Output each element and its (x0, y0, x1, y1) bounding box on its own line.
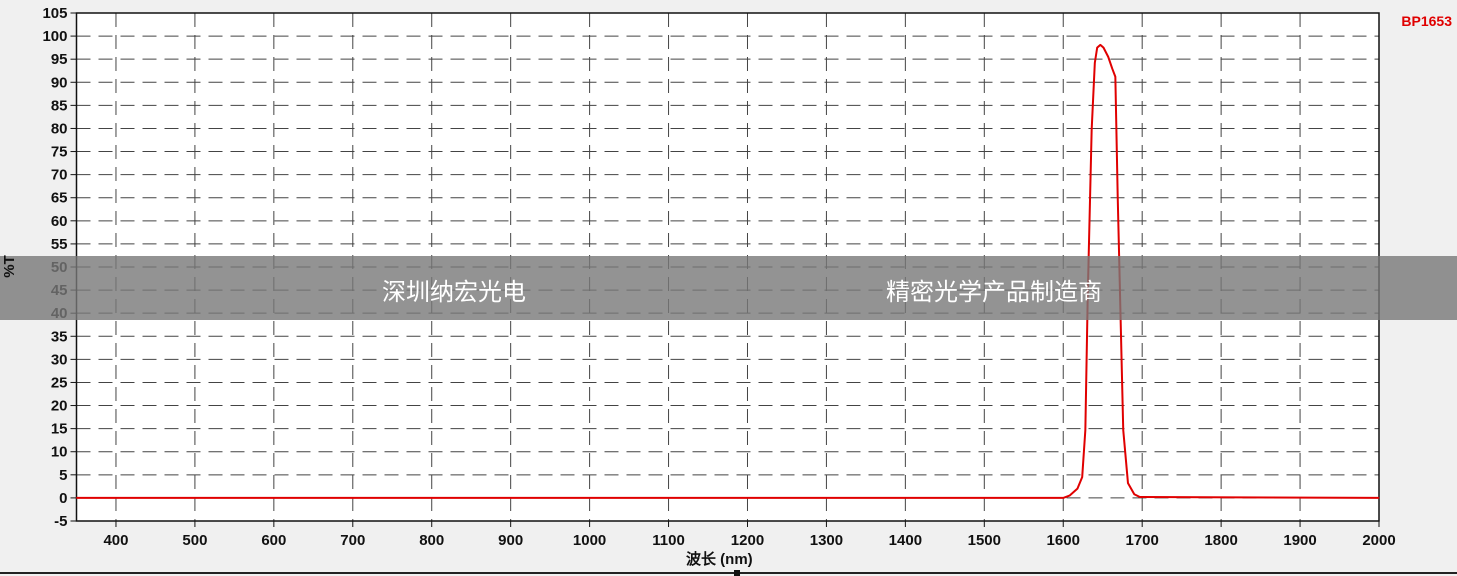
x-tick-label: 1600 (1047, 532, 1080, 549)
data-point (1094, 62, 1096, 64)
x-axis-label: 波长 (nm) (686, 551, 753, 568)
y-tick-label: 30 (51, 351, 68, 368)
y-tick-label: 65 (51, 190, 68, 207)
data-point (1069, 495, 1071, 497)
y-tick-label: 55 (51, 236, 68, 253)
x-tick-label: 1900 (1283, 532, 1316, 549)
data-point (1099, 44, 1101, 46)
y-tick-label: 15 (51, 421, 68, 438)
data-point (76, 497, 77, 499)
x-tick-label: 900 (498, 532, 523, 549)
data-point (1103, 47, 1105, 49)
data-point (1139, 496, 1141, 498)
y-tick-label: 105 (42, 5, 67, 22)
data-point (1107, 56, 1109, 58)
series-label: BP1653 (1401, 13, 1452, 29)
data-point (1111, 67, 1113, 69)
data-point (1084, 429, 1086, 431)
watermark-slogan: 精密光学产品制造商 (886, 278, 1102, 306)
x-tick-label: 500 (182, 532, 207, 549)
data-point (1076, 488, 1078, 490)
y-tick-label: 25 (51, 374, 68, 391)
bottom-divider (0, 572, 1457, 574)
x-tick-label: 1200 (731, 532, 764, 549)
y-tick-label: 90 (51, 74, 68, 91)
y-tick-label: 35 (51, 328, 68, 345)
data-point (1133, 493, 1135, 495)
y-tick-label: 70 (51, 167, 68, 184)
x-tick-label: 1000 (573, 532, 606, 549)
x-tick-label: 600 (261, 532, 286, 549)
y-tick-label: 20 (51, 398, 68, 415)
watermark-company: 深圳纳宏光电 (382, 278, 526, 306)
x-tick-label: 800 (419, 532, 444, 549)
data-point (1120, 329, 1122, 331)
splitter-handle[interactable] (734, 570, 740, 576)
data-point (1127, 482, 1129, 484)
y-tick-label: 85 (51, 97, 68, 114)
series-line (76, 43, 1380, 499)
y-tick-label: 100 (42, 28, 67, 45)
x-tick-label: 400 (103, 532, 128, 549)
y-tick-label: 60 (51, 213, 68, 230)
y-tick-label: -5 (54, 513, 67, 530)
y-axis-label: %T (0, 255, 18, 278)
y-tick-label: 0 (59, 490, 67, 507)
x-tick-label: 1500 (968, 532, 1001, 549)
data-point (1081, 476, 1083, 478)
y-tick-label: 10 (51, 444, 68, 461)
data-point (1378, 497, 1380, 499)
y-tick-label: 80 (51, 120, 68, 137)
data-point (1122, 429, 1124, 431)
y-tick-label: 75 (51, 144, 68, 161)
data-point (1096, 47, 1098, 49)
data-point (1114, 76, 1116, 78)
x-tick-label: 1800 (1204, 532, 1237, 549)
data-point (1117, 196, 1119, 198)
x-tick-label: 700 (340, 532, 365, 549)
x-tick-label: 1300 (810, 532, 843, 549)
x-tick-label: 1100 (652, 532, 685, 549)
x-tick-label: 1400 (889, 532, 922, 549)
y-tick-label: 95 (51, 51, 68, 68)
x-tick-label: 2000 (1362, 532, 1395, 549)
watermark-banner: 深圳纳宏光电 精密光学产品制造商 (0, 256, 1457, 320)
data-point (1091, 129, 1093, 131)
x-tick-label: 1700 (1125, 532, 1158, 549)
data-point (1062, 497, 1064, 499)
y-tick-label: 5 (59, 467, 67, 484)
